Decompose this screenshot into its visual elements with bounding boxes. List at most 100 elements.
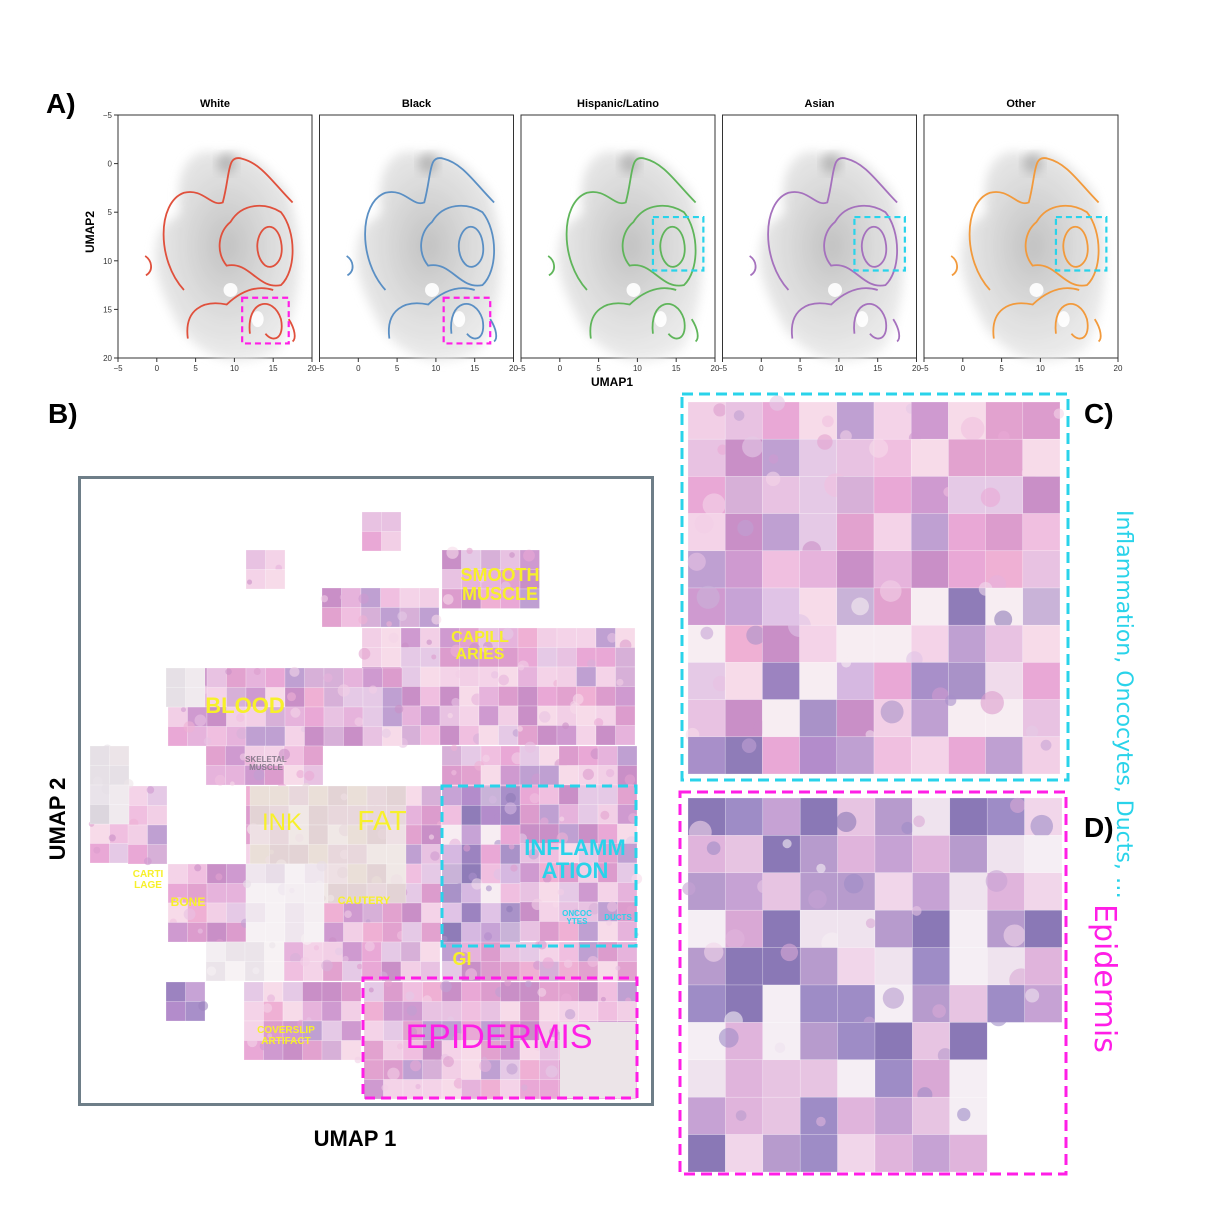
tissue-tile xyxy=(910,736,949,775)
contour-line xyxy=(457,225,485,268)
tissue-detail xyxy=(913,815,925,828)
tissue-tile xyxy=(949,1134,988,1173)
tissue-tile xyxy=(687,1022,726,1061)
tissue-detail xyxy=(694,514,714,534)
density-background xyxy=(557,151,703,362)
tissue-detail xyxy=(175,896,184,905)
tissue-detail xyxy=(300,956,310,967)
tissue-detail xyxy=(482,754,490,763)
x-tick-label: −5 xyxy=(315,364,325,373)
tissue-detail xyxy=(994,610,1013,629)
tissue-detail xyxy=(600,996,606,1002)
tissue-detail xyxy=(506,905,513,913)
contour-line xyxy=(968,157,1100,291)
tissue-tile xyxy=(725,872,764,911)
tissue-detail xyxy=(368,685,378,694)
tissue-detail xyxy=(203,737,212,746)
tissue-detail xyxy=(247,1036,258,1048)
tissue-tile xyxy=(687,736,726,775)
tissue-tile xyxy=(873,662,912,700)
highlight-box xyxy=(651,215,705,272)
tissue-detail xyxy=(843,873,864,894)
tissue-tile xyxy=(837,909,876,948)
tissue-detail xyxy=(194,864,202,872)
tissue-detail xyxy=(214,774,226,786)
tissue-detail xyxy=(540,817,549,826)
tissue-detail xyxy=(782,839,792,849)
x-tick-label: 15 xyxy=(269,364,278,373)
tissue-tile xyxy=(1022,401,1061,440)
tissue-tile xyxy=(912,984,951,1023)
tissue-detail xyxy=(742,436,764,458)
tissue-tile xyxy=(725,1059,764,1098)
tissue-detail xyxy=(289,887,295,894)
label-ducts: DUCTS xyxy=(604,913,632,922)
tissue-detail xyxy=(316,860,328,872)
x-tick-label: −5 xyxy=(113,364,123,373)
tissue-detail xyxy=(442,594,454,605)
tissue-detail xyxy=(313,945,320,951)
tissue-tile xyxy=(762,909,801,948)
tissue-detail xyxy=(517,725,523,732)
tissue-tile xyxy=(1022,550,1061,589)
tissue-detail xyxy=(327,894,335,902)
tissue-detail xyxy=(937,1048,953,1063)
tissue-tile xyxy=(837,1059,876,1098)
tissue-tile xyxy=(837,835,876,874)
tissue-tile xyxy=(762,1059,801,1098)
tissue-detail xyxy=(509,552,515,558)
y-tick-label: 20 xyxy=(103,354,112,363)
density-background xyxy=(154,151,300,362)
contour-line xyxy=(1054,303,1089,340)
tissue-detail xyxy=(587,861,593,867)
tissue-tile xyxy=(948,550,986,589)
tissue-detail xyxy=(1003,924,1026,947)
contour-line xyxy=(1062,225,1089,268)
tissue-detail xyxy=(323,673,333,683)
tissue-tile xyxy=(948,513,986,552)
tissue-tile xyxy=(985,401,1024,440)
tissue-detail xyxy=(428,834,435,840)
tissue-tile xyxy=(874,1059,913,1098)
tissue-detail xyxy=(488,795,497,804)
tissue-detail xyxy=(146,786,155,794)
tissue-detail xyxy=(469,642,481,654)
tissue-detail xyxy=(817,434,833,450)
tissue-tile xyxy=(381,531,402,552)
tissue-detail xyxy=(246,579,253,585)
contour-line xyxy=(256,225,283,268)
tissue-tile xyxy=(874,909,913,948)
tissue-detail xyxy=(500,581,511,591)
tissue-tile xyxy=(949,947,988,986)
density-hole xyxy=(626,282,641,297)
tissue-tile xyxy=(837,984,876,1023)
x-tick-label: 10 xyxy=(834,364,843,373)
tissue-tile xyxy=(1022,662,1061,700)
tissue-tile xyxy=(762,699,800,738)
x-tick-label: 15 xyxy=(672,364,681,373)
tissue-tile xyxy=(687,909,726,948)
tissue-tile xyxy=(948,438,986,477)
y-tick-label: 0 xyxy=(108,160,113,169)
tissue-tile xyxy=(799,624,838,663)
label-oncocytes: ONCOC YTES xyxy=(562,909,592,927)
y-tick-label: 5 xyxy=(108,208,113,217)
contour-line xyxy=(420,204,495,287)
tissue-detail xyxy=(451,769,457,776)
tissue-detail xyxy=(538,711,551,723)
x-tick-label: 20 xyxy=(711,364,720,373)
density-hole xyxy=(828,282,843,297)
tissue-detail xyxy=(559,816,565,822)
tissue-detail xyxy=(693,1152,712,1171)
tissue-detail xyxy=(442,1056,454,1068)
tissue-detail xyxy=(911,906,922,916)
contour-line xyxy=(186,287,274,339)
tissue-tile xyxy=(912,872,951,911)
tissue-tile xyxy=(910,587,949,626)
tissue-detail xyxy=(197,928,203,934)
contour-line xyxy=(346,255,354,277)
tissue-tile xyxy=(725,797,764,836)
panel-d-letter: D) xyxy=(1084,812,1114,843)
blank-tile xyxy=(560,1022,636,1098)
tissue-detail xyxy=(358,647,371,660)
